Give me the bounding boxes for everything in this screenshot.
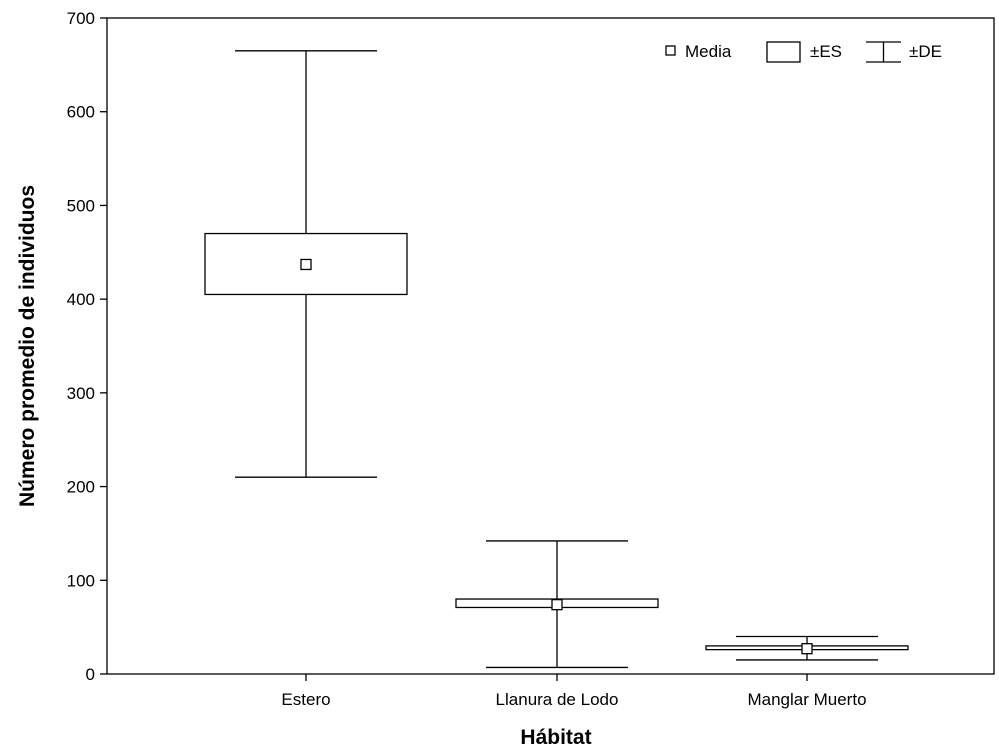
- legend-label: ±DE: [909, 42, 942, 61]
- box-group: [705, 635, 909, 661]
- plot-border: [106, 17, 995, 675]
- x-tick-label: Manglar Muerto: [747, 690, 866, 709]
- y-tick-label: 200: [67, 478, 95, 497]
- y-tick-label: 700: [67, 9, 95, 28]
- y-tick-label: 600: [67, 103, 95, 122]
- box-group: [204, 50, 408, 478]
- plot-area: [106, 17, 995, 675]
- mean-marker: [551, 599, 563, 611]
- y-tick-label: 100: [67, 571, 95, 590]
- mean-marker: [801, 643, 813, 655]
- box-group: [455, 540, 659, 669]
- legend-box-symbol: [766, 41, 801, 63]
- mean-marker: [300, 258, 312, 271]
- x-tick-label: Llanura de Lodo: [496, 690, 619, 709]
- y-axis: 0 100 200 300 400 500 600 700: [67, 9, 107, 684]
- y-tick-label: 300: [67, 384, 95, 403]
- y-tick-label: 0: [86, 665, 95, 684]
- y-axis-title: Número promedio de individuos: [16, 185, 39, 507]
- legend-label: ±ES: [810, 42, 842, 61]
- y-tick-label: 400: [67, 290, 95, 309]
- legend-label: Media: [685, 42, 732, 61]
- legend-whisker-symbol: [866, 41, 901, 63]
- x-axis: Estero Llanura de Lodo Manglar Muerto: [281, 674, 867, 709]
- box-marks: [204, 50, 909, 669]
- legend: Media ±ES ±DE: [665, 41, 942, 63]
- legend-mean-symbol: [665, 45, 676, 56]
- x-tick-label: Estero: [281, 690, 330, 709]
- y-tick-label: 500: [67, 196, 95, 215]
- x-axis-title: Hábitat: [520, 726, 591, 749]
